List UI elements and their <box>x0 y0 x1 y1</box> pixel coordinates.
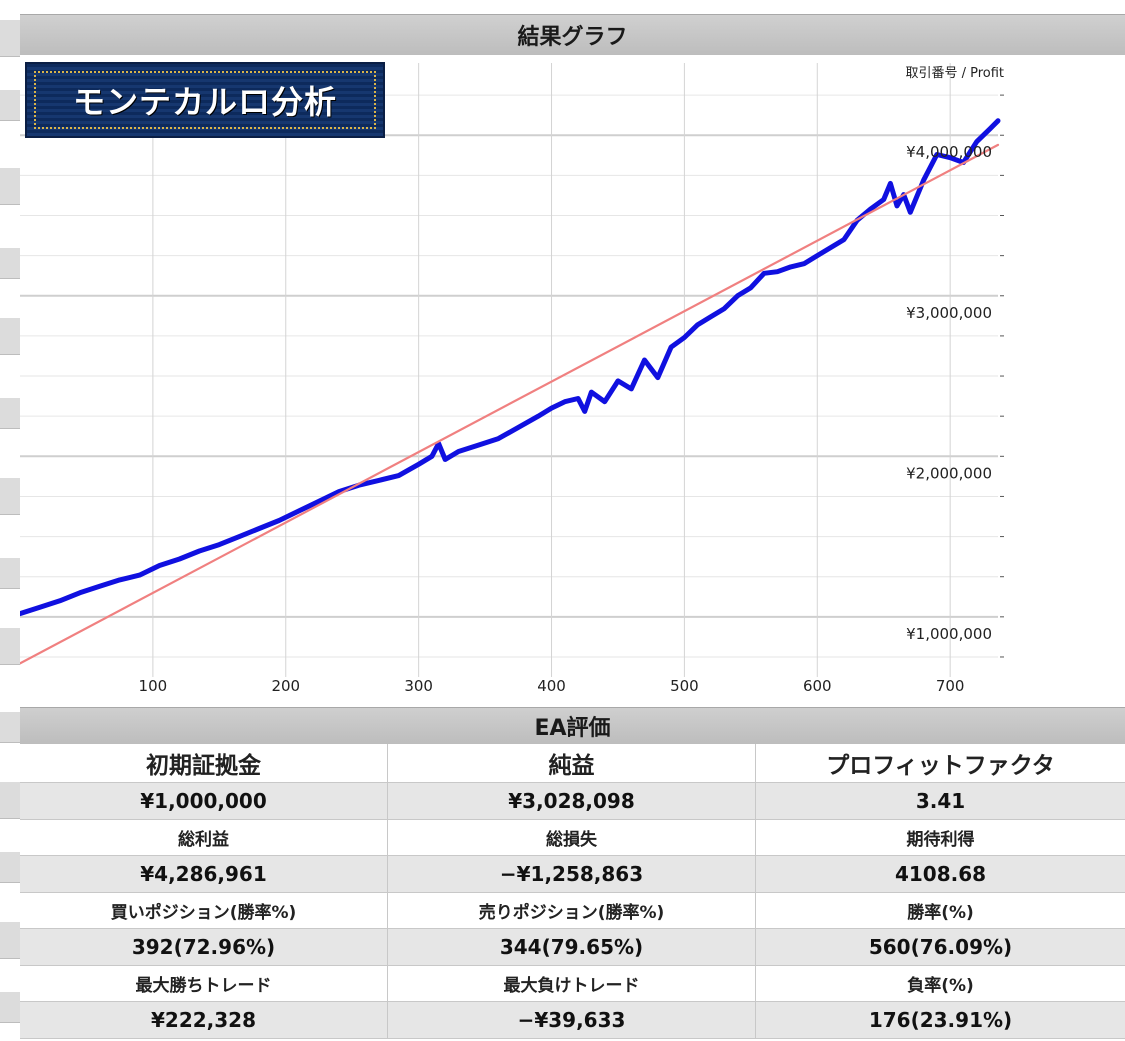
x-tick-label: 500 <box>670 677 699 695</box>
adjacent-panel-cell <box>0 90 20 121</box>
ea-row-value: ¥222,328 −¥39,633 176(23.91%) <box>20 1002 1125 1039</box>
ea-metric-value: 344(79.65%) <box>388 929 756 965</box>
ea-evaluation-table: 初期証拠金 純益 プロフィットファクタ ¥1,000,000 ¥3,028,098 3.4… <box>20 744 1125 1039</box>
trend-line <box>20 143 1000 665</box>
series-header-label: 取引番号 / Profit <box>905 66 1004 81</box>
x-tick-label: 100 <box>139 677 168 695</box>
y-tick-label: ¥2,000,000 <box>906 464 992 482</box>
ea-evaluation-title: EA評価 <box>20 707 1125 745</box>
y-tick-label: ¥4,000,000 <box>906 143 992 161</box>
ea-metric-label: 売りポジション(勝率%) <box>388 893 756 928</box>
adjacent-panel-cell <box>0 20 20 57</box>
ea-row-label: 買いポジション(勝率%) 売りポジション(勝率%) 勝率(%) <box>20 893 1125 929</box>
x-tick-label: 600 <box>803 677 832 695</box>
ea-metric-value: ¥222,328 <box>20 1002 388 1038</box>
ea-row-value: ¥1,000,000 ¥3,028,098 3.41 <box>20 783 1125 820</box>
ea-metric-label: 最大負けトレード <box>388 966 756 1001</box>
ea-row-label: 初期証拠金 純益 プロフィットファクタ <box>20 744 1125 783</box>
adjacent-panel-cell <box>0 318 20 355</box>
adjacent-panel-cell <box>0 712 20 743</box>
profit-line <box>20 118 1001 617</box>
ea-metric-value: ¥3,028,098 <box>388 783 756 819</box>
ea-metric-value: ¥4,286,961 <box>20 856 388 892</box>
ea-metric-value: −¥39,633 <box>388 1002 756 1038</box>
chart-svg: ¥1,000,000 ¥2,000,000 ¥3,000,000 ¥4,000,000… <box>20 55 1125 705</box>
ea-metric-value: 176(23.91%) <box>868 1008 1013 1032</box>
plot-background <box>20 55 1125 705</box>
adjacent-panel-cell <box>0 478 20 515</box>
ea-metric-value: 392(72.96%) <box>20 929 388 965</box>
ea-metric-label: 総損失 <box>388 820 756 855</box>
ea-metric-label: 勝率(%) <box>907 903 974 923</box>
ea-metric-label: 最大勝ちトレード <box>20 966 388 1001</box>
ea-metric-label: 初期証拠金 <box>20 744 388 782</box>
ea-metric-value: 4108.68 <box>894 862 987 886</box>
ea-metric-value: 3.41 <box>915 789 966 813</box>
ea-metric-value: 560(76.09%) <box>868 935 1013 959</box>
adjacent-panel-cell <box>0 782 20 819</box>
ea-metric-value: −¥1,258,863 <box>388 856 756 892</box>
adjacent-panel-cell <box>0 852 20 883</box>
x-tick-label: 400 <box>537 677 566 695</box>
ea-row-value: 392(72.96%) 344(79.65%) 560(76.09%) <box>20 929 1125 966</box>
monte-carlo-badge: モンテカルロ分析 <box>25 62 385 138</box>
ea-row-label: 最大勝ちトレード 最大負けトレード 負率(%) <box>20 966 1125 1002</box>
ea-metric-label: 買いポジション(勝率%) <box>20 893 388 928</box>
x-tick-label: 700 <box>936 677 965 695</box>
ea-metric-label: 純益 <box>388 744 756 782</box>
x-tick-label: 300 <box>404 677 433 695</box>
adjacent-panel-cell <box>0 398 20 429</box>
adjacent-panel-cell <box>0 558 20 589</box>
result-chart: ¥1,000,000 ¥2,000,000 ¥3,000,000 ¥4,000,000… <box>20 55 1125 705</box>
y-tick-label: ¥1,000,000 <box>906 625 992 643</box>
adjacent-panel-cell <box>0 248 20 279</box>
y-tick-label: ¥3,000,000 <box>906 304 992 322</box>
graph-panel-title: 結果グラフ <box>20 14 1125 56</box>
ea-metric-value: ¥1,000,000 <box>20 783 388 819</box>
adjacent-panel-cell <box>0 628 20 665</box>
monte-carlo-badge-label: モンテカルロ分析 <box>72 83 337 121</box>
ea-metric-label: 負率(%) <box>907 976 974 996</box>
adjacent-panel-edge <box>0 0 20 1041</box>
adjacent-panel-cell <box>0 168 20 205</box>
ea-metric-label: 期待利得 <box>906 830 975 850</box>
adjacent-panel-cell <box>0 922 20 959</box>
ea-row-label: 総利益 総損失 期待利得 <box>20 820 1125 856</box>
x-tick-label: 200 <box>271 677 300 695</box>
ea-metric-label: プロフィットファクタ <box>826 753 1055 779</box>
adjacent-panel-cell <box>0 992 20 1023</box>
ea-metric-label: 総利益 <box>20 820 388 855</box>
ea-row-value: ¥4,286,961 −¥1,258,863 4108.68 <box>20 856 1125 893</box>
